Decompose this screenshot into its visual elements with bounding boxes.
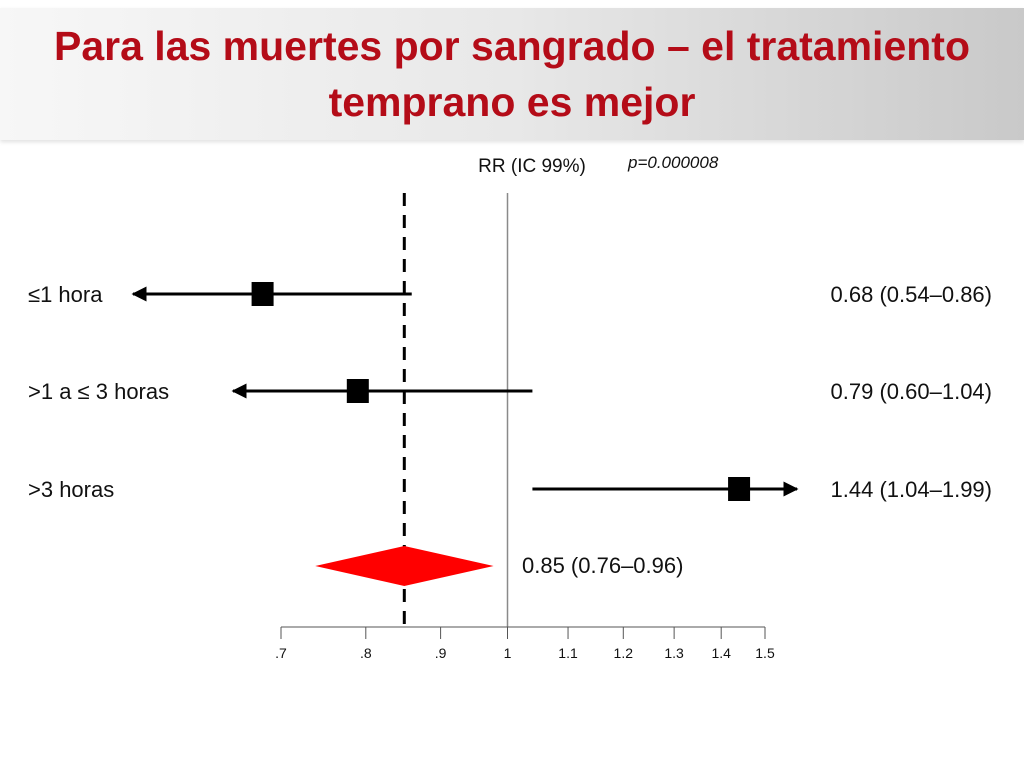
x-tick-label: 1.2 xyxy=(614,645,634,661)
row-estimate-text: 0.79 (0.60–1.04) xyxy=(831,379,992,404)
x-tick-label: 1 xyxy=(504,645,512,661)
row-label: >3 horas xyxy=(28,477,114,502)
header-label: RR (IC 99%) xyxy=(478,156,586,177)
row-estimate-text: 0.68 (0.54–0.86) xyxy=(831,282,992,307)
x-tick-label: .7 xyxy=(275,645,287,661)
point-estimate-marker xyxy=(728,477,751,501)
slide-title: Para las muertes por sangrado – el trata… xyxy=(54,23,970,125)
row-estimate-text: 1.44 (1.04–1.99) xyxy=(831,477,992,502)
p-value-label: p=0.000008 xyxy=(627,153,719,172)
x-tick-label: .8 xyxy=(360,645,372,661)
x-tick-label: 1.3 xyxy=(664,645,684,661)
x-tick-label: 1.5 xyxy=(755,645,775,661)
point-estimate-marker xyxy=(251,282,274,306)
x-tick-label: 1.4 xyxy=(711,645,731,661)
point-estimate-marker xyxy=(346,379,369,403)
overall-estimate-text: 0.85 (0.76–0.96) xyxy=(522,553,683,578)
row-label: >1 a ≤ 3 horas xyxy=(28,379,169,404)
title-band xyxy=(0,8,1024,140)
overall-diamond xyxy=(315,546,494,586)
row-label: ≤1 hora xyxy=(28,282,103,307)
x-tick-label: 1.1 xyxy=(558,645,578,661)
x-tick-label: .9 xyxy=(435,645,447,661)
